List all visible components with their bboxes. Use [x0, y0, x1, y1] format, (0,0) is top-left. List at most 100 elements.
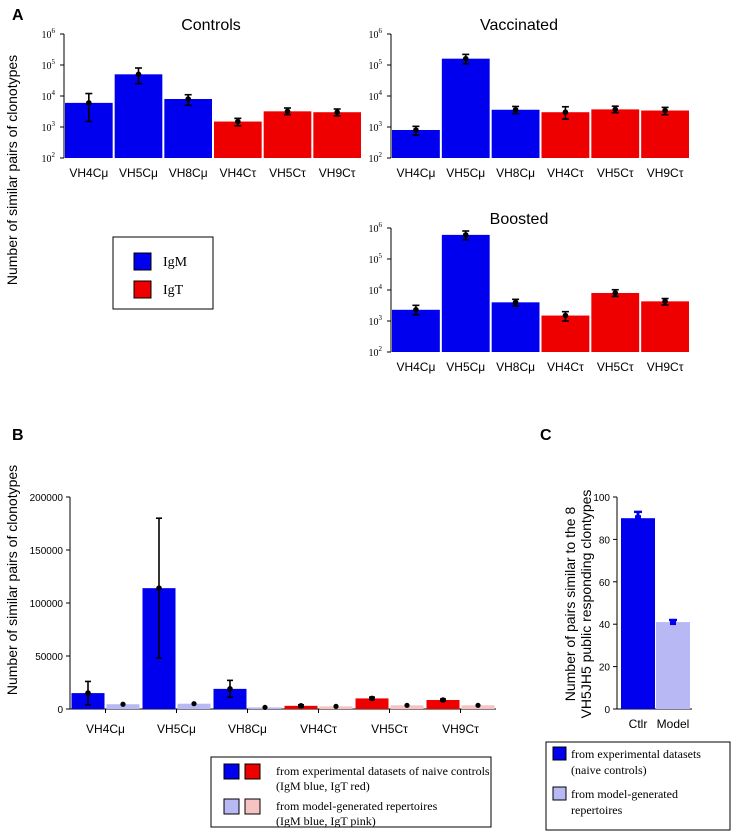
mean-point — [284, 108, 291, 115]
bar-model — [177, 703, 211, 709]
mean-point — [185, 96, 191, 102]
bar — [491, 109, 540, 158]
bar — [213, 688, 247, 709]
chart-model-comparison: Number of similar pairs of clonotypes 0 5… — [4, 465, 496, 736]
chart-controls: Controls 102 103 104 105 106 VH4Cμ VH5Cμ VH8Cμ… — [42, 17, 361, 180]
mean-point-model — [475, 702, 481, 708]
y-tick-label: 106 — [42, 27, 56, 41]
legend-line: from experimental datasets of naive cont… — [276, 764, 490, 778]
mean-point — [462, 55, 469, 62]
y-tick-label: 200000 — [30, 493, 64, 504]
x-tick-label: VH5Cμ — [446, 360, 485, 374]
mean-point-model — [120, 701, 126, 707]
legend-line: (IgM blue, IgT pink) — [276, 814, 376, 828]
x-tick-label: VH5Cτ — [371, 722, 408, 736]
mean-point — [85, 690, 91, 696]
legend-line: (IgM blue, IgT red) — [276, 779, 370, 793]
y-tick-label: 103 — [42, 120, 56, 134]
bar — [656, 622, 690, 709]
chart-boosted: Boosted 102 103 104 105 106 VH4Cμ VH5Cμ VH8Cμ V… — [369, 211, 689, 374]
mean-point — [662, 107, 668, 114]
mean-point — [413, 306, 419, 313]
bar — [214, 121, 262, 158]
x-tick-label: VH4Cμ — [396, 360, 435, 374]
chart-title: Controls — [181, 17, 241, 34]
mean-point — [612, 106, 619, 113]
bar — [641, 301, 689, 352]
x-tick-label: VH9Cτ — [319, 166, 356, 180]
mean-point — [612, 290, 619, 296]
y-tick-label: 0 — [57, 705, 63, 716]
bar — [392, 309, 440, 352]
mean-point-model — [191, 701, 197, 707]
y-tick-label: 106 — [369, 221, 383, 235]
legend-panel-b: from experimental datasets of naive cont… — [210, 756, 492, 828]
panel-a-y-axis-label: Number of similar pairs of clonotypes — [4, 55, 20, 285]
mean-point — [635, 515, 641, 522]
x-tick-label: VH8Cμ — [228, 722, 267, 736]
panel-label-c: C — [540, 427, 552, 444]
y-tick-label: 60 — [599, 578, 611, 589]
y-tick-label: 100 — [593, 493, 610, 504]
y-tick-label: 104 — [42, 89, 56, 103]
chart-public-clonotypes: Number of pairs similar to the 8 VH5JH5 … — [562, 490, 692, 731]
mean-point-model — [262, 704, 268, 711]
y-tick-label: 80 — [599, 535, 611, 546]
chart-vaccinated: Vaccinated 102 103 104 105 106 VH4Cμ VH5Cμ VH8… — [369, 17, 689, 180]
y-axis-label: Number of similar pairs of clonotypes — [4, 465, 20, 695]
x-tick-label: VH5Cμ — [157, 722, 196, 736]
legend-line: repertoires — [571, 803, 623, 817]
legend-line: from model-generated repertoires — [276, 799, 438, 813]
y-tick-label: 50000 — [35, 652, 63, 663]
x-tick-label: VH5Cμ — [119, 166, 158, 180]
bar — [621, 518, 655, 709]
x-tick-label: VH4Cτ — [300, 722, 337, 736]
y-tick-label: 102 — [42, 151, 56, 165]
bar — [355, 698, 389, 709]
bar — [426, 699, 460, 709]
bar — [591, 109, 640, 158]
y-tick-label: 20 — [599, 663, 611, 674]
bar — [441, 234, 490, 352]
y-tick-label: 100000 — [30, 599, 64, 610]
legend-swatch-model-igt — [244, 798, 261, 815]
legend-line: from experimental datasets — [571, 747, 701, 761]
mean-point — [512, 299, 519, 306]
legend-label-igt: IgT — [163, 283, 184, 298]
x-tick-label: VH8Cμ — [169, 166, 208, 180]
y-tick-label: 103 — [369, 120, 383, 134]
y-tick-label: 40 — [599, 620, 611, 631]
chart-title: Vaccinated — [480, 17, 558, 34]
legend-swatch-model — [552, 786, 567, 801]
mean-point — [235, 118, 241, 125]
mean-point — [462, 232, 469, 238]
x-tick-label: VH4Cτ — [219, 166, 256, 180]
legend-label-igm: IgM — [163, 255, 188, 270]
legend-swatch-exp — [552, 746, 567, 761]
y-tick-label: 103 — [369, 314, 383, 328]
bar — [591, 293, 640, 352]
x-tick-label: VH5Cτ — [597, 166, 634, 180]
y-axis-label-line1: Number of pairs similar to the 8 — [562, 507, 578, 702]
y-tick-label: 102 — [369, 151, 383, 165]
y-tick-label: 105 — [369, 252, 383, 266]
mean-point-model — [404, 702, 410, 708]
legend-panel-c: from experimental datasets (naive contro… — [545, 741, 731, 831]
mean-point — [86, 100, 92, 106]
x-tick-label: VH4Cτ — [547, 166, 584, 180]
x-tick-label: VH5Cμ — [446, 166, 485, 180]
bar — [441, 58, 490, 158]
mean-point — [298, 703, 304, 709]
bar — [263, 111, 312, 158]
x-tick-label: Model — [657, 717, 690, 731]
legend-panel-a: IgM IgT — [112, 236, 214, 310]
y-tick-label: 105 — [42, 58, 56, 72]
mean-point — [135, 71, 142, 78]
x-tick-label: VH4Cτ — [547, 360, 584, 374]
y-tick-label: 105 — [369, 58, 383, 72]
mean-point — [440, 697, 446, 703]
x-tick-label: VH9Cτ — [442, 722, 479, 736]
mean-point — [369, 695, 375, 702]
